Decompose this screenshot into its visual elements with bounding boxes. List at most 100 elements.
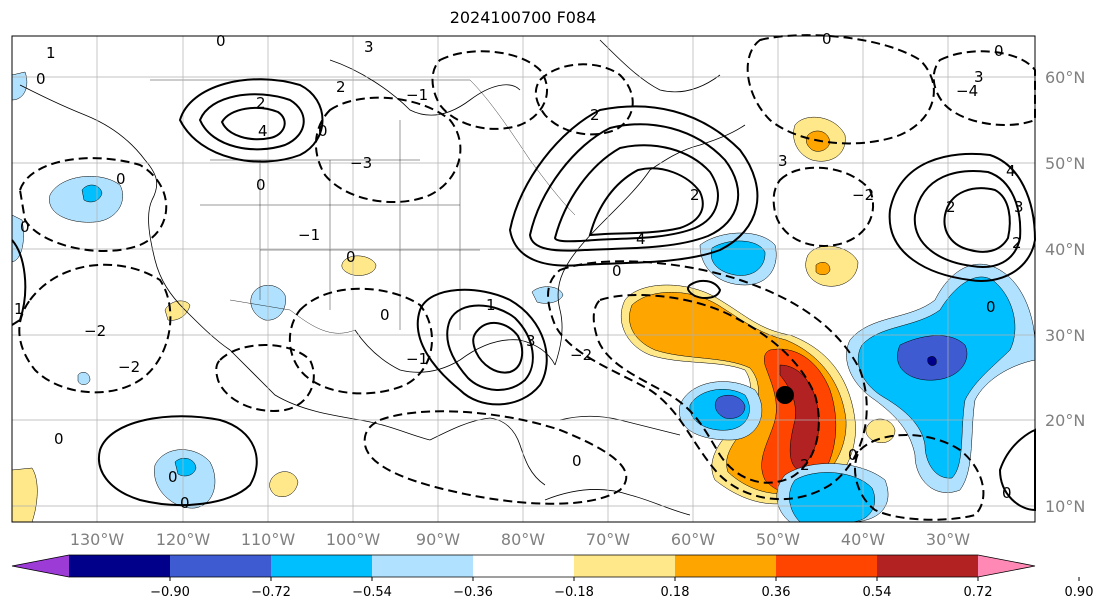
colorbar-tick-label: −0.18 (554, 585, 594, 600)
shade-blue-ne (710, 240, 766, 276)
contour-label: 3 (974, 68, 984, 86)
contour-label: 0 (216, 32, 226, 50)
grid-lon (96, 36, 949, 522)
contour-label: 2 (800, 456, 810, 474)
contour-label: 4 (636, 230, 646, 248)
contour-dashed-6 (547, 260, 868, 501)
lon-label-30w: 30°W (926, 530, 970, 549)
colorbar-tick-label: 0.90 (1065, 585, 1094, 600)
map-title: 2024100700 F084 (449, 8, 597, 27)
colorbar-segment (170, 555, 272, 577)
contour-label: 0 (256, 176, 266, 194)
contour-label: 2 (256, 94, 266, 112)
contour-solid-florida (416, 288, 548, 406)
lon-label-100w: 100°W (326, 530, 381, 549)
lat-label-40n: 40°N (1045, 240, 1085, 259)
contour-solid-western-us-2 (198, 93, 305, 151)
colorbar-segment (271, 555, 373, 577)
contour-label: −3 (350, 154, 372, 172)
colorbar-tick-label: −0.36 (453, 585, 493, 600)
latitude-labels: 60°N 50°N 40°N 30°N 20°N 10°N (1045, 68, 1085, 516)
shade-light-blue-pac3 (77, 372, 91, 385)
us-mexico-border (229, 299, 356, 334)
contour-dashed-8 (746, 34, 935, 145)
contour-label: 3 (1014, 198, 1024, 216)
grid-lat (12, 76, 1035, 507)
coastline-hudson (329, 59, 521, 116)
contour-solid-ne-canada-2 (528, 123, 740, 252)
coastline-yucatan (429, 417, 546, 486)
colorbar-tick-label: −0.90 (150, 585, 190, 600)
contour-label: 2 (590, 106, 600, 124)
colorbar-tick-label: 0.54 (863, 585, 892, 600)
longitude-labels: 130°W 120°W 110°W 100°W 90°W 80°W 70°W 6… (70, 530, 970, 549)
contour-label: 3 (778, 152, 788, 170)
colorbar-segment (877, 555, 979, 577)
coastline-east-us (554, 169, 651, 366)
shade-orange-mid-atlantic (815, 262, 831, 275)
state-lines-1 (200, 120, 480, 330)
contour-label: −1 (406, 350, 428, 368)
dashed-contours (18, 34, 1036, 521)
coastline-gulf (354, 329, 556, 373)
contour-dashed-1 (18, 157, 168, 252)
contour-label: 0 (612, 262, 622, 280)
contour-label: 2 (690, 186, 700, 204)
contour-label: 0 (346, 248, 356, 266)
colorbar-tick-label: 0.18 (661, 585, 690, 600)
lon-label-110w: 110°W (241, 530, 296, 549)
colorbar-tick-label: 0.72 (964, 585, 993, 600)
colorbar-segment (776, 555, 878, 577)
contour-label: 3 (364, 38, 374, 56)
contour-label: 1 (14, 300, 24, 318)
contour-label: −2 (118, 358, 140, 376)
shade-navy-east (927, 356, 937, 366)
contour-dashed-3 (288, 287, 433, 395)
contour-label: 0 (116, 170, 126, 188)
contour-dashed-5 (431, 50, 549, 130)
contour-solid-ne-canada-4 (588, 167, 704, 237)
shade-yellow-pacific-s (269, 471, 299, 498)
contour-label: 0 (168, 468, 178, 486)
colorbar-segment (372, 555, 474, 577)
contour-dashed-12 (215, 344, 315, 412)
coastline-pacific-na (19, 84, 431, 441)
colorbar-segment (69, 555, 171, 577)
coastlines (19, 39, 746, 516)
contour-label: −1 (406, 86, 428, 104)
contour-dashed-10 (772, 166, 875, 247)
lon-label-40w: 40°W (841, 530, 885, 549)
colorbar-tick-label: −0.54 (352, 585, 392, 600)
contour-label: 2 (946, 198, 956, 216)
contour-label: 0 (20, 218, 30, 236)
contour-label: −1 (298, 226, 320, 244)
contour-label: 4 (258, 122, 268, 140)
colorbar-extend-max (978, 555, 1035, 577)
contour-dashed-4 (314, 96, 462, 204)
lon-label-50w: 50°W (756, 530, 800, 549)
colorbar-segment (574, 555, 676, 577)
lat-label-20n: 20°N (1045, 411, 1085, 430)
lon-label-60w: 60°W (671, 530, 715, 549)
contour-label: 0 (1002, 484, 1012, 502)
contour-dashed-11 (363, 410, 628, 505)
colorbar-tick-label: −0.72 (251, 585, 291, 600)
colorbar-segment (675, 555, 777, 577)
contour-label: 1 (486, 296, 496, 314)
us-canada-border (150, 79, 576, 216)
lat-label-60n: 60°N (1045, 68, 1085, 87)
lon-label-90w: 90°W (416, 530, 460, 549)
contour-label: 0 (36, 70, 46, 88)
lon-label-70w: 70°W (586, 530, 630, 549)
contour-label: 0 (986, 298, 996, 316)
contour-label: −2 (852, 186, 874, 204)
coastline-greenland (599, 39, 721, 93)
lon-label-80w: 80°W (501, 530, 545, 549)
contour-solid-florida-3 (472, 321, 524, 374)
coastline-canada-east (649, 124, 746, 171)
shade-yellow-plains (341, 255, 377, 276)
contour-label: −2 (84, 322, 106, 340)
contour-solid-western-us (178, 78, 324, 163)
contour-label: −2 (570, 346, 592, 364)
